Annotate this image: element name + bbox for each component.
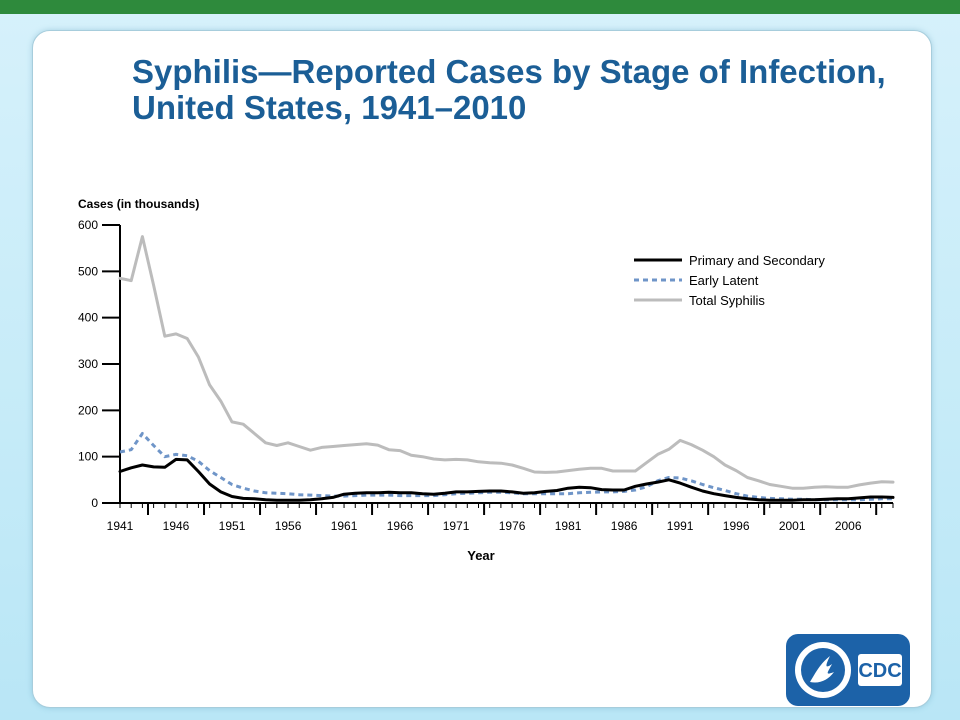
x-axis-title: Year (467, 548, 494, 563)
page-title: Syphilis—Reported Cases by Stage of Infe… (132, 53, 886, 126)
x-tick-label: 2006 (835, 519, 862, 533)
series-line-total-syphilis (118, 235, 895, 490)
x-tick-label: 1951 (219, 519, 246, 533)
x-tick-label: 1996 (723, 519, 750, 533)
y-axis-title: Cases (in thousands) (78, 197, 199, 211)
hhs-eagle-icon: CDC (795, 642, 902, 698)
slide-panel (32, 30, 932, 708)
y-tick-label: 600 (78, 218, 98, 232)
y-tick-label: 100 (78, 450, 98, 464)
cdc-logo-text: CDC (858, 660, 901, 682)
x-tick-label: 1971 (443, 519, 470, 533)
series-line-primary-and-secondary (118, 457, 895, 502)
x-tick-label: 1986 (611, 519, 638, 533)
x-tick-label: 1991 (667, 519, 694, 533)
x-tick-label: 1981 (555, 519, 582, 533)
y-tick-label: 0 (91, 496, 98, 510)
legend-label: Early Latent (689, 273, 759, 288)
x-tick-label: 1941 (107, 519, 134, 533)
y-tick-label: 400 (78, 311, 98, 325)
x-tick-label: 1966 (387, 519, 414, 533)
x-tick-label: 1946 (163, 519, 190, 533)
x-tick-label: 1956 (275, 519, 302, 533)
cdc-logo: CDC (786, 634, 910, 706)
y-tick-label: 300 (78, 357, 98, 371)
y-tick-label: 200 (78, 403, 98, 417)
series-line-early-latent (119, 432, 893, 502)
legend-label: Primary and Secondary (689, 253, 825, 268)
y-tick-label: 500 (78, 264, 98, 278)
x-tick-label: 1961 (331, 519, 358, 533)
x-tick-label: 2001 (779, 519, 806, 533)
x-tick-label: 1976 (499, 519, 526, 533)
legend-label: Total Syphilis (689, 293, 765, 308)
top-accent-bar (0, 0, 960, 14)
